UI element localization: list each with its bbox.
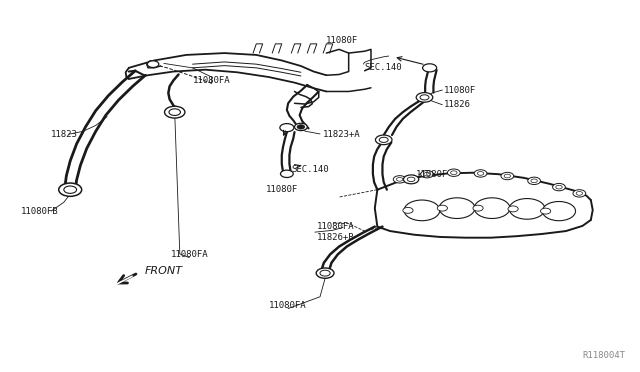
Circle shape xyxy=(403,208,413,213)
Text: 11823: 11823 xyxy=(51,130,77,139)
Circle shape xyxy=(504,174,511,178)
Text: 11080F: 11080F xyxy=(266,185,298,194)
Circle shape xyxy=(542,202,575,221)
Circle shape xyxy=(59,183,82,196)
Circle shape xyxy=(416,93,433,102)
Circle shape xyxy=(380,137,388,142)
Circle shape xyxy=(540,208,550,214)
Text: 11080FA: 11080FA xyxy=(317,222,355,231)
Circle shape xyxy=(474,198,510,218)
Text: 11080FA: 11080FA xyxy=(269,301,307,311)
Circle shape xyxy=(509,199,545,219)
Circle shape xyxy=(473,205,483,211)
Circle shape xyxy=(394,176,406,183)
Text: 11080F: 11080F xyxy=(444,86,477,94)
Circle shape xyxy=(280,124,294,132)
Circle shape xyxy=(147,61,159,67)
Circle shape xyxy=(531,179,538,183)
Circle shape xyxy=(424,172,430,176)
Circle shape xyxy=(164,106,185,118)
Circle shape xyxy=(169,109,180,115)
Text: 11080F: 11080F xyxy=(326,36,358,45)
Circle shape xyxy=(294,123,307,131)
Circle shape xyxy=(439,198,475,218)
Text: SEC.140: SEC.140 xyxy=(291,165,329,174)
Circle shape xyxy=(474,170,487,177)
Circle shape xyxy=(508,206,518,212)
Text: 11080F: 11080F xyxy=(415,170,448,179)
Circle shape xyxy=(297,125,305,129)
Circle shape xyxy=(422,64,436,72)
Circle shape xyxy=(501,172,514,180)
Circle shape xyxy=(64,186,77,193)
Text: 11826+B: 11826+B xyxy=(317,233,355,242)
Text: SEC.140: SEC.140 xyxy=(365,63,402,72)
Text: R118004T: R118004T xyxy=(583,350,626,359)
Circle shape xyxy=(420,95,429,100)
Circle shape xyxy=(556,185,562,189)
Circle shape xyxy=(552,183,565,191)
Circle shape xyxy=(320,270,330,276)
Text: 11823+A: 11823+A xyxy=(323,130,361,139)
Circle shape xyxy=(403,175,419,184)
Circle shape xyxy=(420,170,433,178)
Circle shape xyxy=(396,177,403,181)
Circle shape xyxy=(316,268,334,278)
Circle shape xyxy=(573,190,586,197)
Text: 11080FB: 11080FB xyxy=(21,207,58,217)
Text: 11080FA: 11080FA xyxy=(170,250,208,259)
Circle shape xyxy=(528,177,540,185)
Circle shape xyxy=(376,135,392,145)
Circle shape xyxy=(477,171,484,175)
Circle shape xyxy=(437,205,447,211)
Circle shape xyxy=(451,171,457,174)
Text: 11826: 11826 xyxy=(444,100,471,109)
Circle shape xyxy=(407,177,415,182)
Text: FRONT: FRONT xyxy=(145,266,183,276)
Circle shape xyxy=(280,170,293,177)
Circle shape xyxy=(404,200,440,221)
Circle shape xyxy=(576,192,582,195)
Circle shape xyxy=(447,169,460,176)
Text: 11080FA: 11080FA xyxy=(193,76,230,85)
